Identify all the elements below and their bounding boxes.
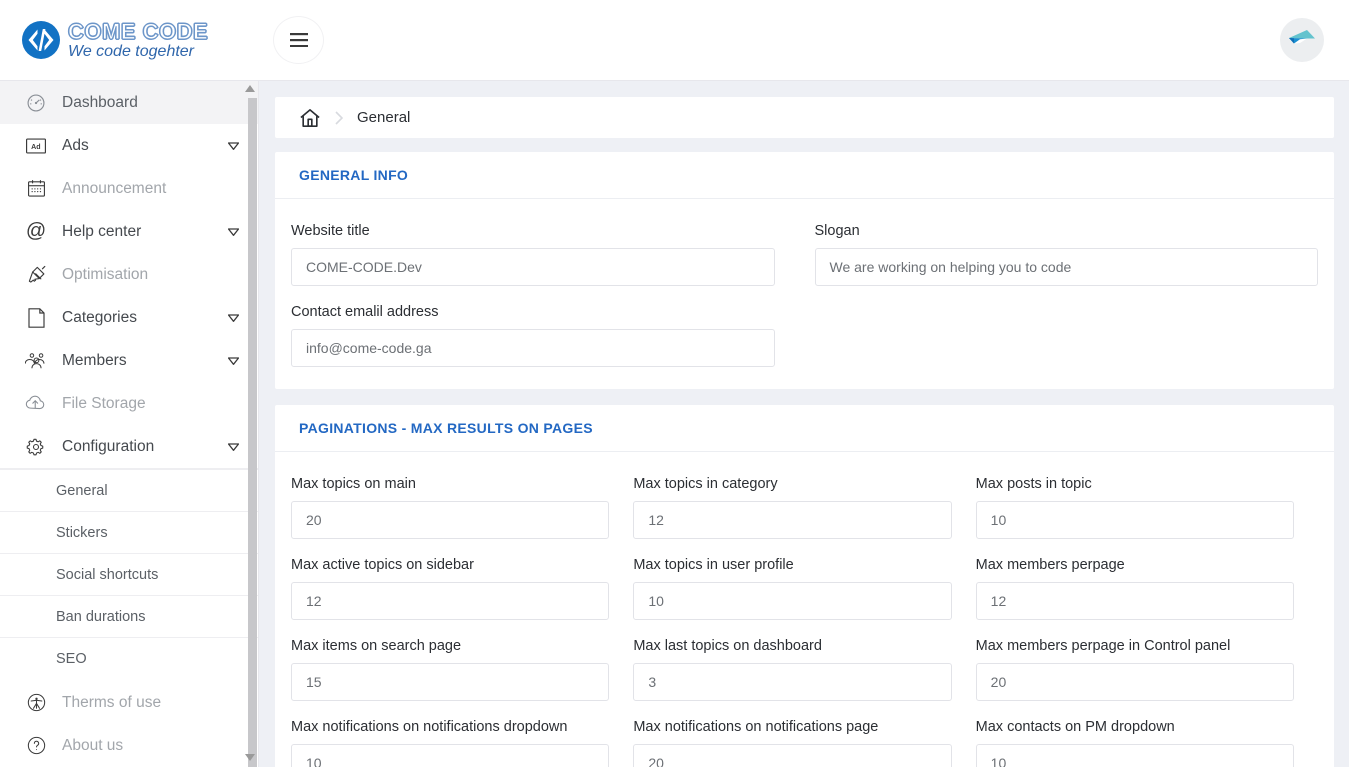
svg-text:Ad: Ad — [31, 142, 40, 150]
